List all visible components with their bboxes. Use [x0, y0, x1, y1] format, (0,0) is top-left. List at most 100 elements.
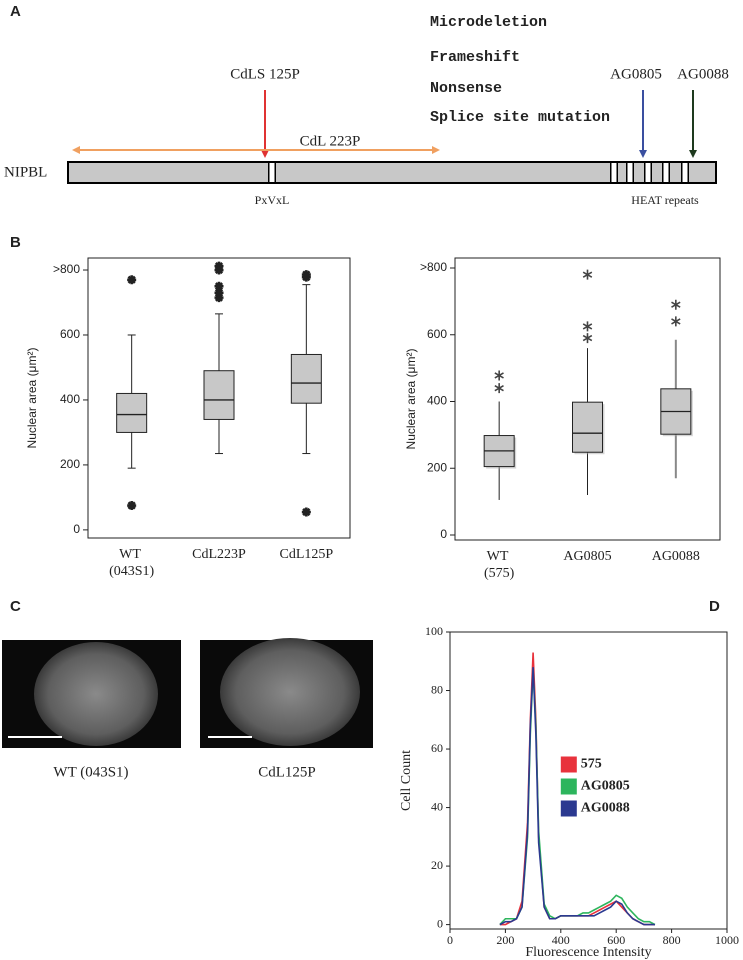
x-tick-label: 400	[552, 933, 570, 947]
box	[116, 392, 148, 433]
outlier	[494, 370, 504, 381]
y-tick-label: 600	[60, 327, 80, 341]
x-tick-label: 0	[447, 933, 453, 947]
x-tick-label: 200	[496, 933, 514, 947]
legend-label: AG0088	[581, 801, 630, 816]
x-tick-label: 800	[663, 933, 681, 947]
x-tick-label: WT (043S1)	[109, 547, 154, 579]
repeat-edge	[626, 163, 628, 182]
outlier	[582, 333, 593, 344]
y-tick-label: 40	[431, 799, 443, 813]
image-caption: CdL125P	[258, 764, 316, 780]
arrow-head	[689, 150, 697, 158]
domain-label: PxVxL	[255, 193, 290, 207]
repeat-edge	[610, 163, 612, 182]
outlier	[582, 269, 593, 280]
outlier	[671, 316, 681, 327]
y-tick-label: 100	[425, 624, 443, 638]
image-caption: WT (043S1)	[53, 764, 128, 780]
y-tick-label: 20	[431, 858, 443, 872]
outlier	[214, 293, 224, 303]
y-tick-label: 600	[427, 327, 447, 341]
panel-label: D	[709, 598, 720, 615]
y-tick-label: 400	[60, 392, 80, 406]
domain-label: HEAT repeats	[631, 193, 699, 207]
legend-swatch	[560, 778, 577, 795]
mutation-label: CdLS 125P	[230, 66, 300, 82]
repeat-gap	[611, 163, 617, 182]
legend-swatch	[560, 800, 577, 817]
outlier	[582, 321, 593, 332]
repeat-edge	[681, 163, 683, 182]
box	[203, 370, 235, 420]
mutation-label: AG0805	[610, 66, 662, 82]
arrow-head	[432, 146, 440, 154]
repeat-gap	[682, 163, 688, 182]
series-line	[499, 667, 655, 926]
repeat-edge	[662, 163, 664, 182]
y-axis-label: Cell Count	[399, 750, 414, 811]
panel-label: A	[10, 3, 21, 20]
deletion-label: CdL 223P	[300, 133, 361, 149]
y-tick-label: 80	[431, 682, 443, 696]
micrograph	[200, 638, 373, 748]
plot-frame	[87, 257, 351, 539]
panel-label: C	[10, 598, 21, 615]
legend-label: 575	[581, 757, 602, 772]
y-tick-label: 0	[440, 527, 447, 541]
box	[572, 401, 603, 453]
x-tick-label: AG0805	[563, 549, 611, 564]
legend-label: AG0805	[581, 779, 630, 794]
y-tick-label: >800	[53, 262, 80, 276]
panel-label: B	[10, 234, 21, 251]
outlier	[127, 275, 137, 285]
box	[290, 353, 322, 404]
x-tick-label: AG0088	[652, 549, 700, 564]
mutation-legend: Frameshift	[430, 49, 520, 66]
repeat-gap	[645, 163, 651, 182]
repeat-gap	[663, 163, 669, 182]
x-tick-label: CdL223P	[192, 547, 246, 562]
legend-swatch	[560, 756, 577, 773]
plot-frame	[449, 631, 728, 930]
outlier	[214, 281, 224, 291]
outlier	[301, 507, 311, 517]
y-tick-label: 400	[427, 394, 447, 408]
outlier	[494, 383, 504, 394]
x-tick-label: 600	[607, 933, 625, 947]
arrow-head	[72, 146, 80, 154]
outlier	[127, 501, 137, 511]
x-tick-label: 1000	[715, 933, 739, 947]
gene-bar	[67, 161, 717, 184]
gene-name: NIPBL	[4, 164, 47, 180]
x-axis-label: Fluorescence Intensity	[525, 945, 651, 960]
x-tick-label: CdL125P	[279, 547, 333, 562]
repeat-edge	[616, 163, 618, 182]
y-tick-label: >800	[420, 260, 447, 274]
y-tick-label: 200	[427, 460, 447, 474]
repeat-edge	[650, 163, 652, 182]
outlier	[671, 299, 681, 310]
arrow-head	[261, 150, 269, 158]
arrow-head	[639, 150, 647, 158]
repeat-edge	[632, 163, 634, 182]
y-tick-label: 60	[431, 741, 443, 755]
mutation-legend: Microdeletion	[430, 14, 547, 31]
outlier	[214, 288, 224, 298]
x-tick-label: WT (575)	[484, 549, 515, 581]
repeat-edge	[687, 163, 689, 182]
y-tick-label: 0	[437, 916, 443, 930]
mutation-legend: Splice site mutation	[430, 109, 610, 126]
repeat-edge	[668, 163, 670, 182]
y-axis-label: Nuclear area (μm²)	[25, 348, 39, 449]
y-tick-label: 0	[73, 522, 80, 536]
repeat-gap	[627, 163, 633, 182]
mutation-legend: Nonsense	[430, 80, 502, 97]
plot-frame	[454, 257, 721, 541]
y-tick-label: 200	[60, 457, 80, 471]
mutation-label: AG0088	[677, 66, 729, 82]
heat-repeats	[610, 163, 689, 182]
y-axis-label: Nuclear area (μm²)	[404, 349, 418, 450]
pxvxl-notch	[268, 163, 276, 182]
